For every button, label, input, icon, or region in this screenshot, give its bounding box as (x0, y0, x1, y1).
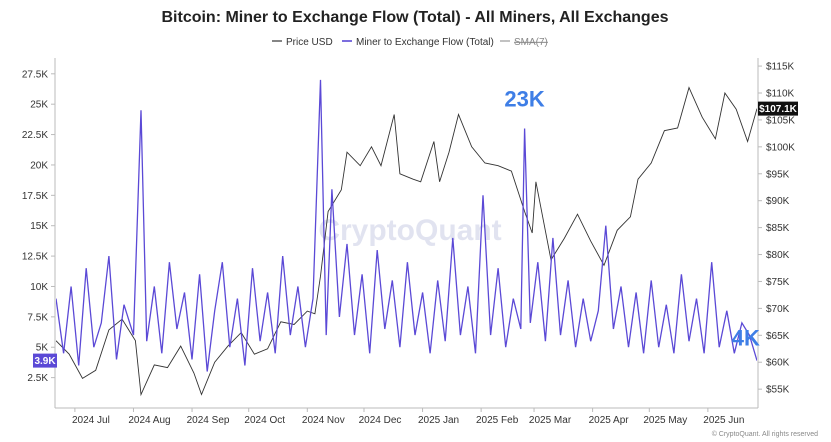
legend-item-flow[interactable]: Miner to Exchange Flow (Total) (342, 37, 494, 48)
y-right-tick-label: $115K (766, 62, 795, 73)
x-tick-label: 2024 Sep (187, 415, 230, 426)
x-tick-label: 2025 Feb (476, 415, 519, 426)
badge-flow-value: 3.9K (34, 356, 56, 367)
y-right-tick-label: $90K (766, 196, 790, 207)
y-right-tick-label: $80K (766, 250, 790, 261)
y-right-tick-label: $95K (766, 169, 790, 180)
y-right-tick-label: $55K (766, 385, 790, 396)
y-right-tick-label: $75K (766, 277, 790, 288)
y-left-tick-label: 17.5K (22, 191, 48, 202)
y-right-tick-label: $110K (766, 89, 795, 100)
y-right-tick-label: $100K (766, 142, 795, 153)
legend-label-price: Price USD (286, 37, 333, 48)
badge-flow: 3.9K (33, 353, 57, 368)
y-right-tick-label: $85K (766, 223, 790, 234)
y-left-tick-label: 12.5K (22, 252, 48, 263)
series-line-flow (56, 79, 757, 372)
y-left-tick-label: 5K (36, 343, 49, 354)
annotation-23k: 23K (504, 86, 544, 111)
x-tick-label: 2024 Dec (359, 415, 402, 426)
y-right-ticks: $55K $60K $65K $70K $75K $80K $85K $90K $95K $100… (758, 62, 795, 396)
legend-item-sma[interactable]: SMA(7) (500, 37, 548, 48)
x-tick-label: 2025 May (643, 415, 687, 426)
y-right-tick-label: $60K (766, 358, 790, 369)
y-left-tick-label: 15K (30, 221, 48, 232)
x-tick-label: 2024 Nov (302, 415, 345, 426)
y-right-tick-label: $105K (766, 115, 795, 126)
legend-label-sma: SMA(7) (514, 37, 548, 48)
chart-title: Bitcoin: Miner to Exchange Flow (Total) … (161, 9, 668, 26)
annotation-4k: 4K (732, 325, 760, 350)
badge-price: $107.1K (758, 101, 798, 116)
y-left-tick-label: 2.5K (27, 373, 48, 384)
y-left-tick-label: 7.5K (27, 312, 48, 323)
badge-flow-bg (33, 353, 57, 368)
x-tick-label: 2025 Apr (589, 415, 630, 426)
copyright-credit: © CryptoQuant. All rights reserved (712, 430, 818, 438)
y-right-tick-label: $70K (766, 304, 790, 315)
x-tick-label: 2025 Jun (703, 415, 744, 426)
series-line-price (56, 86, 757, 397)
x-tick-label: 2024 Jul (72, 415, 110, 426)
legend-label-flow: Miner to Exchange Flow (Total) (356, 37, 494, 48)
y-right-tick-label: $65K (766, 331, 790, 342)
x-tick-label: 2025 Mar (529, 415, 572, 426)
x-ticks: 2024 Jul 2024 Aug 2024 Sep 2024 Oct 2024 Nov… (72, 408, 744, 426)
y-left-ticks: 2.5K 5K 7.5K 10K 12.5K 15K 17.5K 20K 22.5K 25K 27.… (22, 69, 55, 384)
badge-price-value: $107.1K (759, 104, 798, 115)
badge-price-bg (758, 101, 798, 116)
x-tick-label: 2025 Jan (418, 415, 459, 426)
y-left-tick-label: 27.5K (22, 69, 48, 80)
y-left-tick-label: 25K (30, 100, 48, 111)
y-left-tick-label: 10K (30, 282, 48, 293)
legend-item-price[interactable]: Price USD (272, 37, 333, 48)
legend: Price USD Miner to Exchange Flow (Total)… (272, 37, 548, 48)
watermark: CryptoQuant (318, 214, 501, 247)
y-left-tick-label: 22.5K (22, 130, 48, 141)
y-left-tick-label: 20K (30, 160, 48, 171)
x-tick-label: 2024 Oct (244, 415, 285, 426)
x-tick-label: 2024 Aug (128, 415, 170, 426)
